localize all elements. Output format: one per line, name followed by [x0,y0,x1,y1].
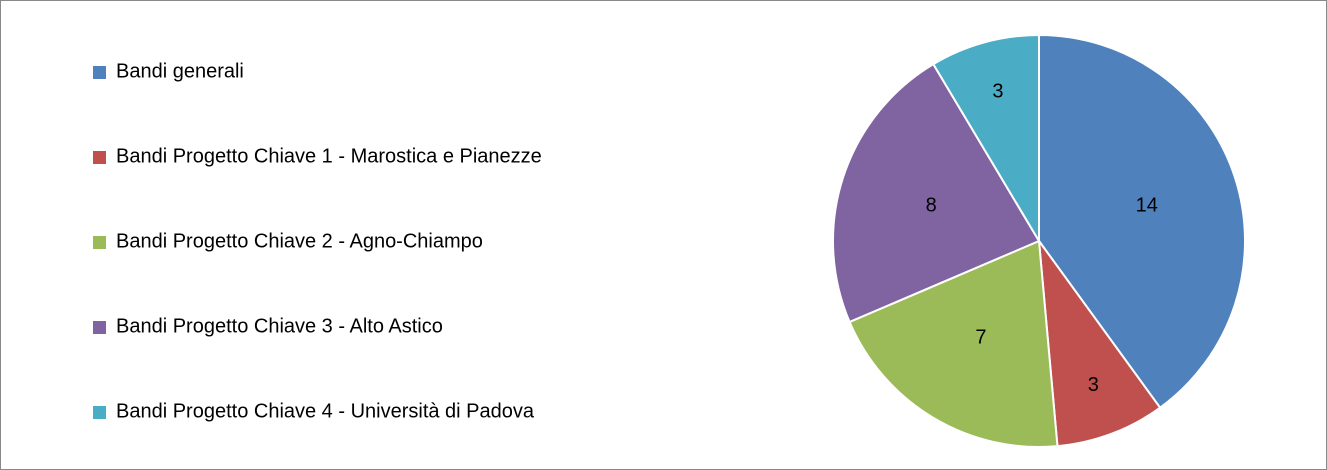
pie-slice [848,239,1059,448]
pie-slice [832,62,1041,324]
pie-slice [1037,237,1162,448]
legend-label: Bandi generali [116,60,244,82]
data-label: 14 [1136,194,1158,216]
legend-label: Bandi Progetto Chiave 4 - Università di … [116,400,535,422]
legend-label: Bandi Progetto Chiave 1 - Marostica e Pi… [116,145,542,167]
data-label: 3 [1088,374,1099,396]
pie-slice [1038,33,1246,410]
legend-label: Bandi Progetto Chiave 3 - Alto Astico [116,315,443,337]
data-label: 8 [926,194,937,216]
legend-swatch [93,151,106,164]
legend-swatch [93,236,106,249]
legend-label: Bandi Progetto Chiave 2 - Agno-Chiampo [116,230,483,252]
legend-swatch [93,321,106,334]
data-label: 3 [992,80,1003,102]
data-label: 7 [975,327,986,349]
legend-swatch [93,406,106,419]
legend-swatch [93,66,106,79]
pie-slice [931,33,1040,245]
